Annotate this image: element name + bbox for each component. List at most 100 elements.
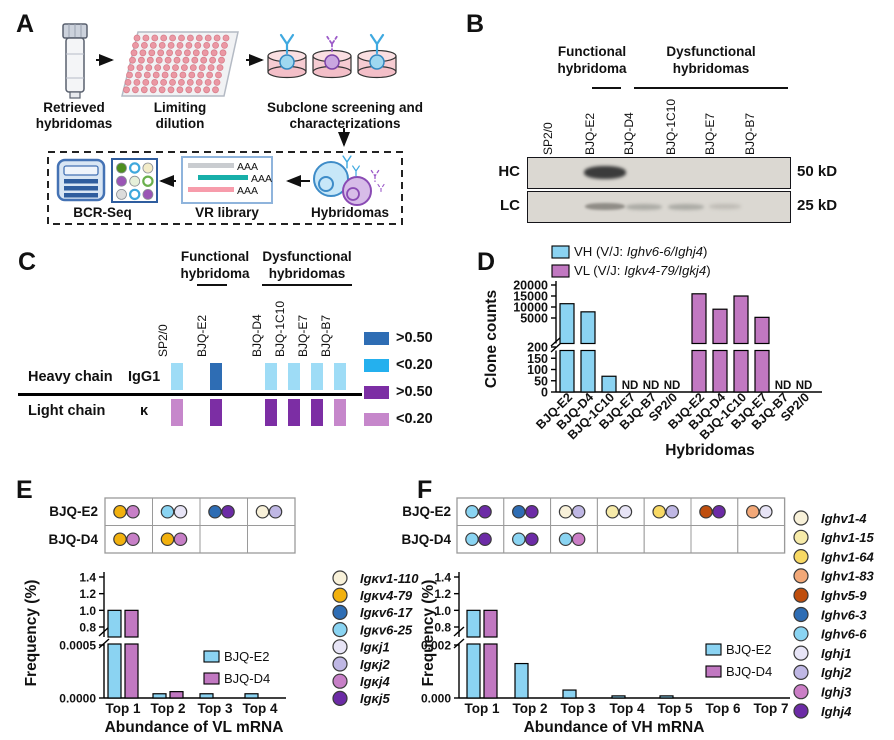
hybridomas-label: Hybridomas — [310, 205, 390, 220]
y-tick-label: 1.4 — [79, 571, 96, 585]
well-icon — [209, 56, 217, 64]
y-tick-label: 0.0000 — [59, 692, 96, 706]
grid-border — [456, 497, 786, 554]
antibody-icon — [326, 35, 338, 53]
polyA-tag: AAA — [237, 185, 258, 197]
well-icon — [186, 34, 194, 42]
array-dot — [142, 162, 154, 174]
j-gene-dot — [524, 504, 539, 519]
x-tick-label: Top 4 — [610, 701, 645, 716]
well-icon — [142, 34, 150, 42]
header-line: Functional — [557, 44, 627, 59]
well-icon — [130, 49, 138, 57]
well-icon — [164, 56, 172, 64]
x-tick-label: Top 6 — [706, 701, 741, 716]
well-icon — [133, 34, 141, 42]
v-gene-dot — [652, 504, 666, 519]
legend-label: BJQ-D4 — [224, 671, 270, 686]
well-icon — [201, 49, 209, 57]
well-icon — [185, 86, 193, 94]
row-label-light-chain: Light chain — [28, 403, 106, 419]
well-icon — [149, 42, 157, 49]
heatmap-cell — [210, 363, 222, 390]
well-icon — [161, 71, 169, 79]
gene-legend-label: Igκj4 — [360, 674, 391, 689]
y-axis-title: Frequency (%) — [23, 580, 40, 687]
dashed-box — [47, 151, 403, 225]
bar — [580, 349, 596, 393]
gene-legend-dot — [793, 645, 809, 661]
heatmap-cell — [265, 363, 277, 390]
gene-legend-label: Igκj2 — [360, 657, 391, 672]
v-gene-dot — [255, 504, 270, 519]
grid-cell — [737, 525, 786, 554]
well-icon — [175, 49, 182, 57]
legend-label: BJQ-E2 — [224, 649, 270, 664]
well-icon — [183, 49, 191, 57]
group-header-dysfunctional: Dysfunctional hybridomas — [645, 44, 777, 78]
lane-label: BJQ-D4 — [622, 112, 636, 155]
v-gene-dot — [465, 532, 479, 547]
v-gene-dot — [208, 504, 222, 519]
well-icon — [198, 64, 206, 71]
antibody-icon — [370, 169, 380, 183]
well-icon — [148, 49, 156, 57]
x-tick-label: Top 1 — [465, 701, 500, 716]
v-gene-dot — [605, 504, 620, 519]
nd-label: ND — [643, 380, 660, 392]
row-label-hc: HC — [498, 163, 520, 180]
well-icon — [192, 49, 200, 57]
well-icon — [140, 42, 148, 49]
legend-label: >0.50 — [396, 384, 433, 400]
well-icon — [157, 49, 165, 57]
gene-legend-label: Igκv4-79 — [360, 588, 413, 603]
bar — [691, 349, 707, 393]
lane-label: BJQ-E7 — [703, 112, 717, 155]
bar — [559, 349, 575, 393]
bar — [514, 662, 529, 699]
microplate-icon — [121, 31, 239, 97]
y-tick-label: 0.8 — [434, 621, 451, 635]
j-gene-dot — [665, 504, 679, 519]
marker-50kd: 50 kD — [797, 163, 838, 180]
grid-cell — [643, 525, 692, 554]
j-gene-dot — [712, 504, 726, 519]
legend-label: BJQ-D4 — [726, 664, 772, 679]
y-tick-label: 200 — [527, 341, 548, 355]
well-icon — [180, 64, 188, 71]
gene-legend-label: Ighj1 — [821, 646, 851, 661]
group-header-functional: Functional hybridoma — [173, 249, 257, 283]
x-axis-title: Abundance of VH mRNA — [524, 719, 705, 736]
header-line: Functional — [180, 249, 250, 264]
legend-label: VH (V/J: Ighv6-6/Ighj4) — [574, 244, 707, 259]
antibody-icon — [369, 33, 385, 55]
gene-legend-label: Igκj1 — [360, 640, 390, 655]
well-icon — [213, 34, 221, 42]
well-icon — [134, 71, 142, 79]
gene-legend-label: Ighv5-9 — [821, 588, 867, 603]
hybridoma-cells-icon — [313, 155, 385, 206]
array-dot — [142, 188, 154, 200]
bar — [562, 689, 577, 699]
well-icon — [188, 71, 196, 79]
array-dot — [116, 162, 127, 174]
antibody-icon — [279, 33, 295, 55]
y-tick-label: 0.8 — [79, 621, 96, 635]
well-icon — [204, 34, 212, 42]
j-gene-dot — [268, 504, 283, 519]
nd-label: ND — [622, 380, 639, 392]
well-icon — [215, 71, 222, 79]
well-icon — [142, 79, 150, 86]
j-gene-dot — [221, 504, 235, 519]
x-tick-label: Top 2 — [513, 701, 548, 716]
nd-label: ND — [796, 380, 813, 392]
gene-legend-dot — [332, 587, 348, 603]
gene-legend-dot — [793, 529, 809, 545]
nd-label: ND — [664, 380, 681, 392]
row-label-heavy-chain: Heavy chain — [28, 369, 113, 385]
well-icon — [158, 42, 166, 49]
bcr-seq-label: BCR-Seq — [73, 205, 132, 220]
well-icon — [151, 79, 159, 86]
bar — [659, 695, 674, 699]
